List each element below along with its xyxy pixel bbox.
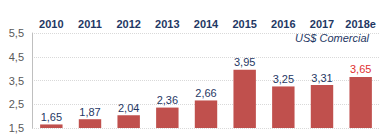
- svg-text:4,5: 4,5: [9, 51, 24, 63]
- svg-text:5,5: 5,5: [9, 27, 24, 39]
- svg-text:3,65: 3,65: [350, 63, 371, 75]
- svg-text:2010: 2010: [39, 18, 63, 30]
- svg-text:1,5: 1,5: [9, 122, 24, 134]
- svg-text:2014: 2014: [194, 18, 219, 30]
- svg-text:2018e: 2018e: [345, 18, 376, 30]
- svg-text:2,36: 2,36: [157, 94, 178, 106]
- svg-text:2015: 2015: [232, 18, 256, 30]
- svg-text:2017: 2017: [310, 18, 334, 30]
- svg-text:2016: 2016: [271, 18, 295, 30]
- svg-text:1,65: 1,65: [41, 111, 62, 123]
- svg-text:3,5: 3,5: [9, 75, 24, 87]
- svg-text:2012: 2012: [116, 18, 140, 30]
- svg-text:US$ Comercial: US$ Comercial: [295, 32, 370, 44]
- svg-text:3,31: 3,31: [311, 72, 332, 84]
- svg-text:2,5: 2,5: [9, 98, 24, 110]
- svg-text:3,95: 3,95: [234, 56, 255, 68]
- svg-text:1,87: 1,87: [79, 106, 100, 118]
- svg-text:2,04: 2,04: [118, 102, 139, 114]
- svg-text:2,66: 2,66: [195, 87, 216, 99]
- svg-text:3,25: 3,25: [273, 73, 294, 85]
- svg-text:2011: 2011: [78, 18, 102, 30]
- svg-text:2013: 2013: [155, 18, 179, 30]
